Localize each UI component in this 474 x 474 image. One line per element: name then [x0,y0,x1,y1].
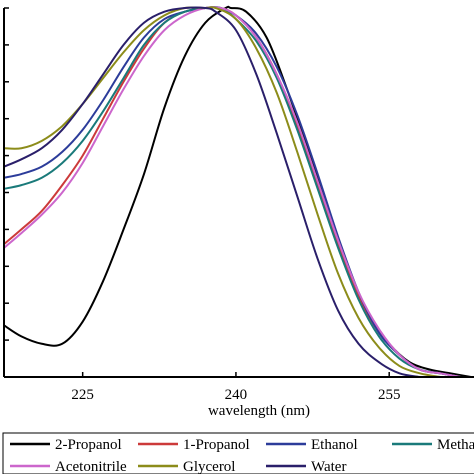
series-line-0 [3,5,472,378]
plot-area [3,5,472,378]
x-tick-label-2: 255 [378,387,401,403]
series-line-6 [3,6,421,378]
legend: 2-Propanol 1-Propanol Ethanol Methanol Aceto… [2,432,474,474]
x-tick-label-1: 240 [225,387,248,403]
legend-label-4: Acetonitrile [55,459,127,474]
series-line-3 [3,6,461,378]
legend-label-3: Methanol [437,437,474,453]
series-line-4 [3,6,461,378]
x-tick-label-0: 225 [71,387,94,403]
axes: 225 240 255 [3,7,474,403]
legend-label-2: Ethanol [311,437,358,453]
legend-label-1: 1-Propanol [183,437,250,453]
legend-box [2,432,474,474]
legend-label-5: Glycerol [183,459,235,474]
series-line-2 [3,6,461,378]
series-line-1 [3,6,461,378]
legend-label-0: 2-Propanol [55,437,122,453]
legend-label-6: Water [311,459,346,474]
x-axis-title: wavelength (nm) [208,403,310,419]
